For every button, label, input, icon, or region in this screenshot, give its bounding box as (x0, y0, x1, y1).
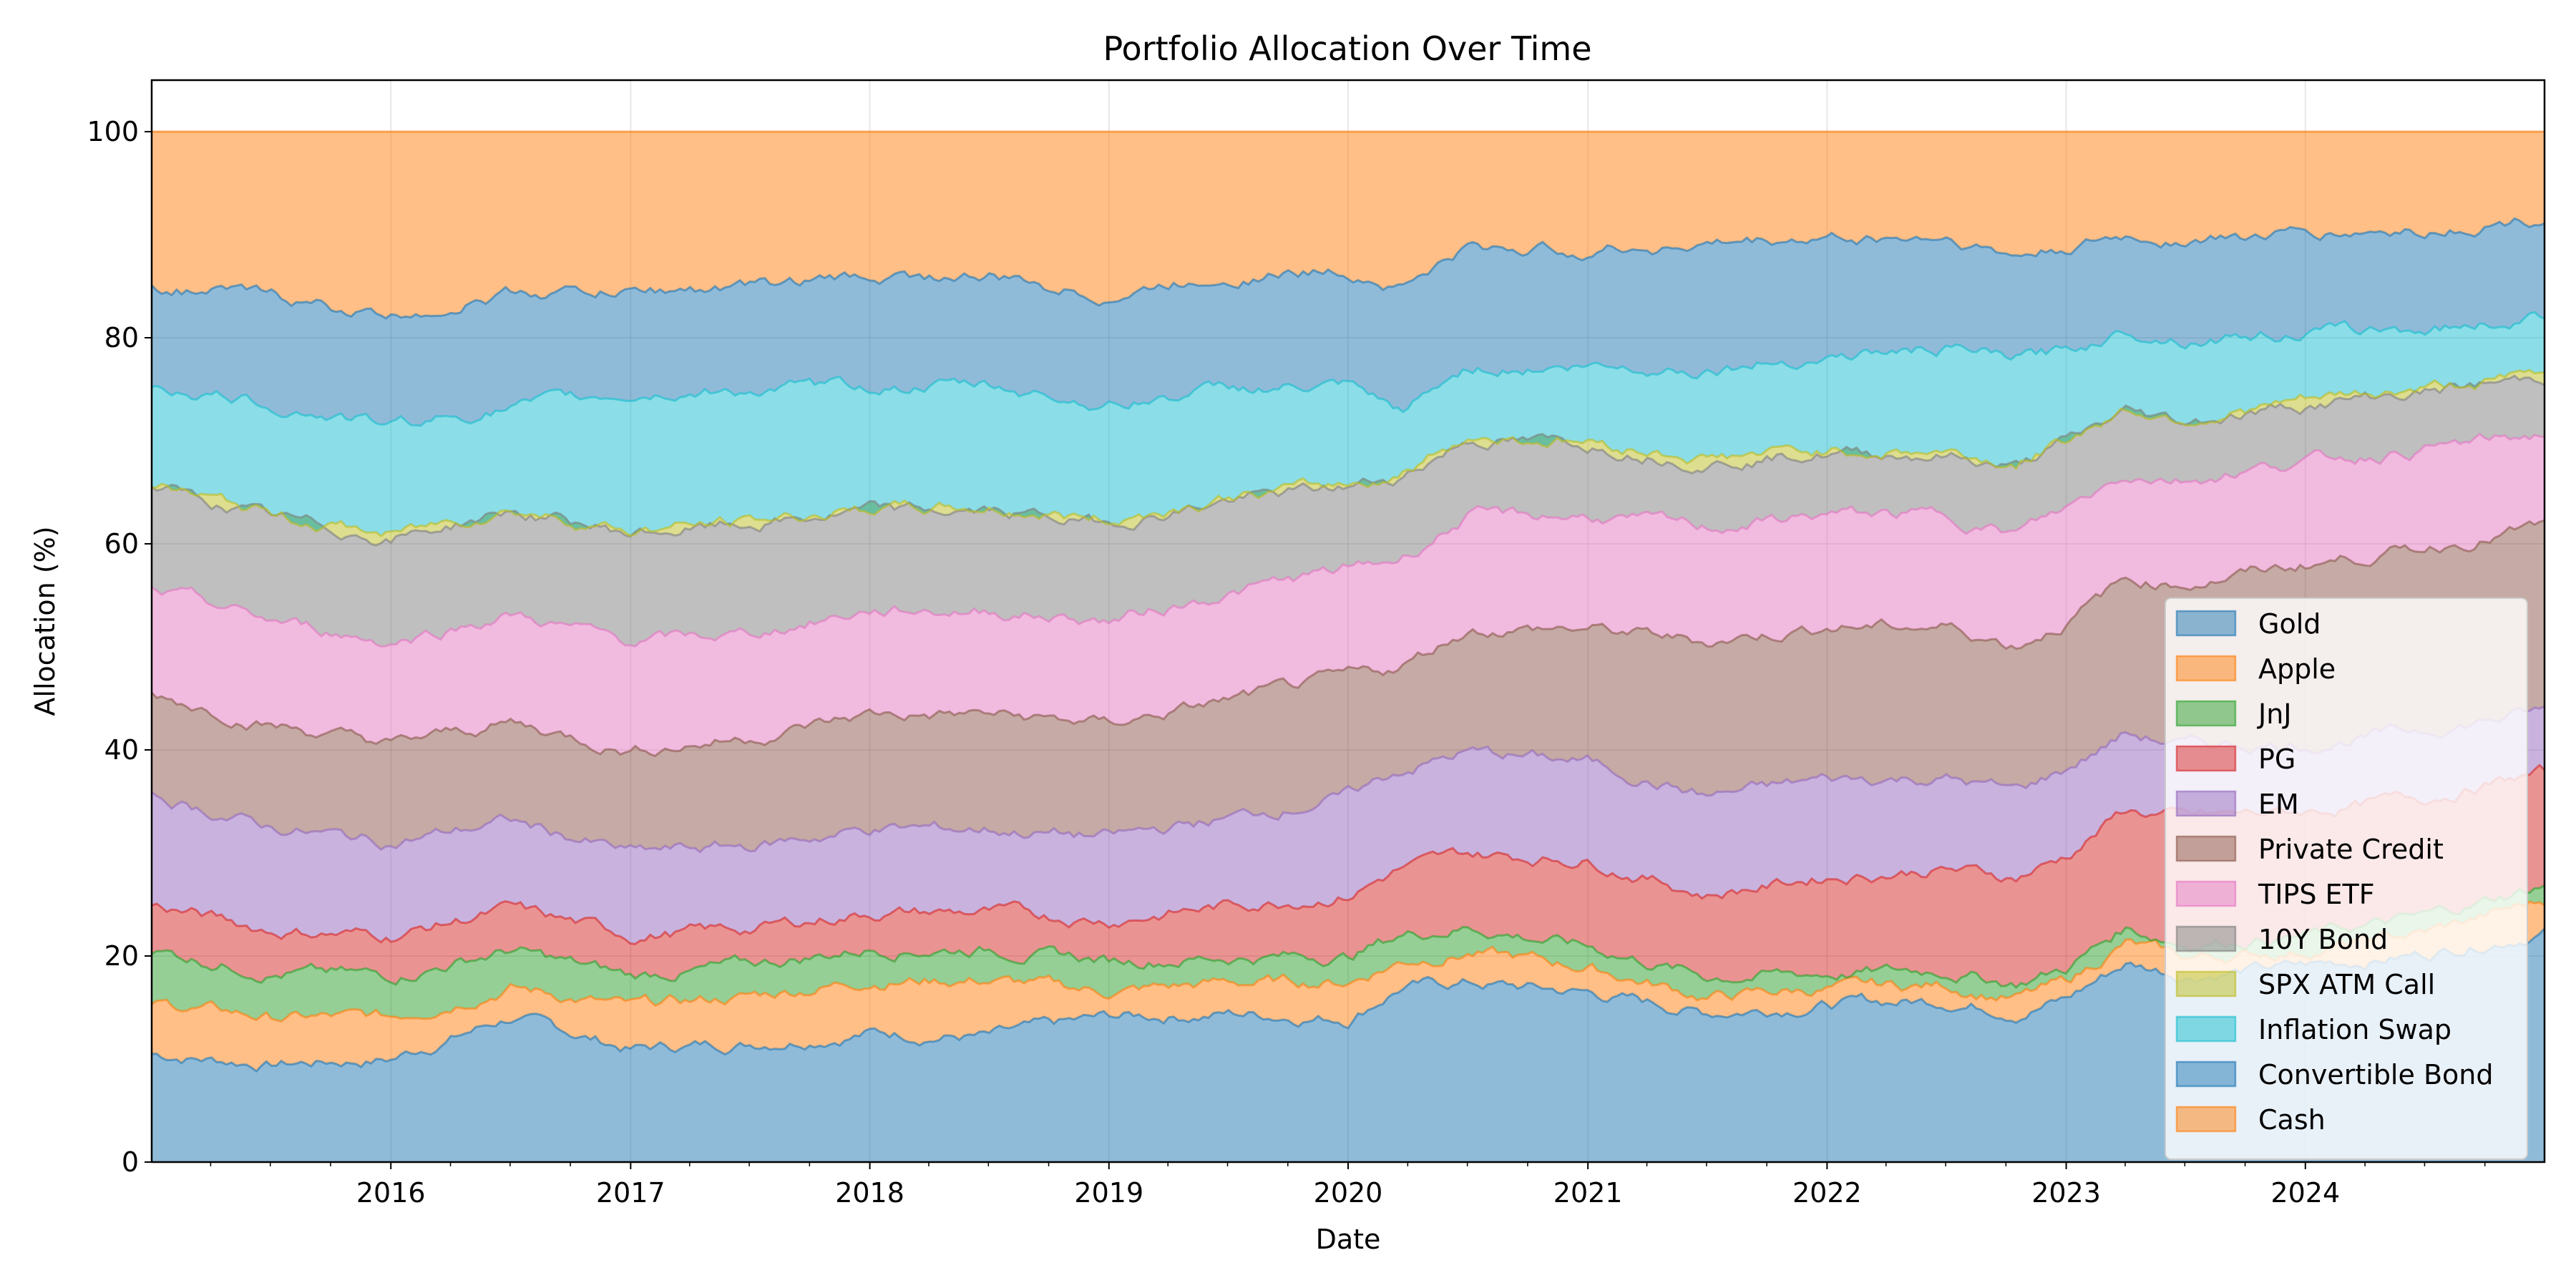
x-tick-label: 2017 (596, 1177, 665, 1209)
x-tick-label: 2020 (1314, 1177, 1383, 1209)
legend-label: Apple (2258, 653, 2336, 685)
y-tick-label: 20 (104, 940, 139, 972)
legend: Gold Apple JnJ PG EM Private Credit TIPS ETF 10… (2165, 597, 2528, 1160)
legend-label: Gold (2258, 608, 2321, 640)
area-em (152, 706, 2545, 945)
line-gold (151, 927, 2546, 1073)
legend-swatch (2175, 925, 2237, 952)
y-tick-label: 100 (87, 116, 139, 147)
legend-swatch (2175, 610, 2237, 637)
line-jnj (151, 884, 2545, 990)
line-apple (151, 900, 2545, 1023)
line-tips-etf (151, 432, 2545, 648)
y-axis: 0 20 40 60 80 100 (87, 116, 152, 1178)
area-cash (152, 132, 2545, 318)
x-tick-label: 2023 (2031, 1177, 2101, 1209)
legend-label: PG (2258, 743, 2296, 775)
legend-label: JnJ (2257, 698, 2292, 730)
x-tick-label: 2022 (1792, 1177, 1862, 1209)
legend-label: Inflation Swap (2258, 1014, 2451, 1045)
legend-label: Private Credit (2258, 834, 2444, 865)
legend-swatch (2175, 880, 2237, 907)
legend-swatch (2175, 1015, 2237, 1043)
y-axis-label: Allocation (%) (29, 526, 61, 716)
x-axis-label: Date (1316, 1224, 1381, 1255)
y-tick-label: 60 (104, 528, 139, 560)
area-inflation-swap (152, 312, 2545, 537)
y-tick-label: 0 (122, 1146, 139, 1178)
legend-label: Cash (2258, 1104, 2326, 1136)
line-private-credit (150, 519, 2545, 758)
legend-label: 10Y Bond (2258, 924, 2388, 955)
area-convertible-bond (152, 218, 2545, 426)
legend-label: TIPS ETF (2258, 879, 2375, 910)
area-tips-etf (152, 434, 2545, 756)
area-pg (152, 765, 2545, 987)
legend-box (2165, 597, 2528, 1160)
area-apple (152, 901, 2545, 1071)
line-pg (151, 763, 2546, 945)
legend-swatch (2175, 1060, 2237, 1088)
area-private-credit (152, 520, 2545, 852)
line-spx-atm-call (151, 369, 2545, 538)
x-tick-label: 2016 (356, 1177, 426, 1209)
legend-swatch (2175, 790, 2237, 817)
area-gold (152, 928, 2545, 1162)
x-axis: 2016 2017 2018 2019 2020 2021 2022 2023 2024 (210, 1162, 2486, 1209)
legend-swatch (2175, 700, 2237, 727)
line-convertible-bond (150, 217, 2545, 320)
line-inflation-swap (151, 311, 2545, 427)
series-lines (150, 130, 2546, 1073)
legend-label: SPX ATM Call (2258, 969, 2435, 1000)
legend-swatch (2175, 1106, 2237, 1133)
legend-swatch (2175, 655, 2237, 682)
legend-swatch (2175, 745, 2237, 772)
line-em (151, 705, 2545, 854)
legend-swatch (2175, 835, 2237, 862)
stacked-areas (152, 132, 2545, 1162)
legend-swatch (2175, 970, 2237, 997)
y-tick-label: 80 (104, 322, 139, 353)
legend-label: Convertible Bond (2258, 1059, 2493, 1091)
chart-title: Portfolio Allocation Over Time (1103, 29, 1591, 68)
area-10y-bond (152, 376, 2545, 647)
area-jnj (152, 885, 2545, 1022)
x-tick-label: 2021 (1553, 1177, 1623, 1209)
x-tick-label: 2018 (835, 1177, 904, 1209)
x-tick-label: 2024 (2270, 1177, 2340, 1209)
legend-label: EM (2258, 789, 2299, 820)
x-tick-label: 2019 (1074, 1177, 1143, 1209)
y-tick-label: 40 (104, 734, 139, 766)
